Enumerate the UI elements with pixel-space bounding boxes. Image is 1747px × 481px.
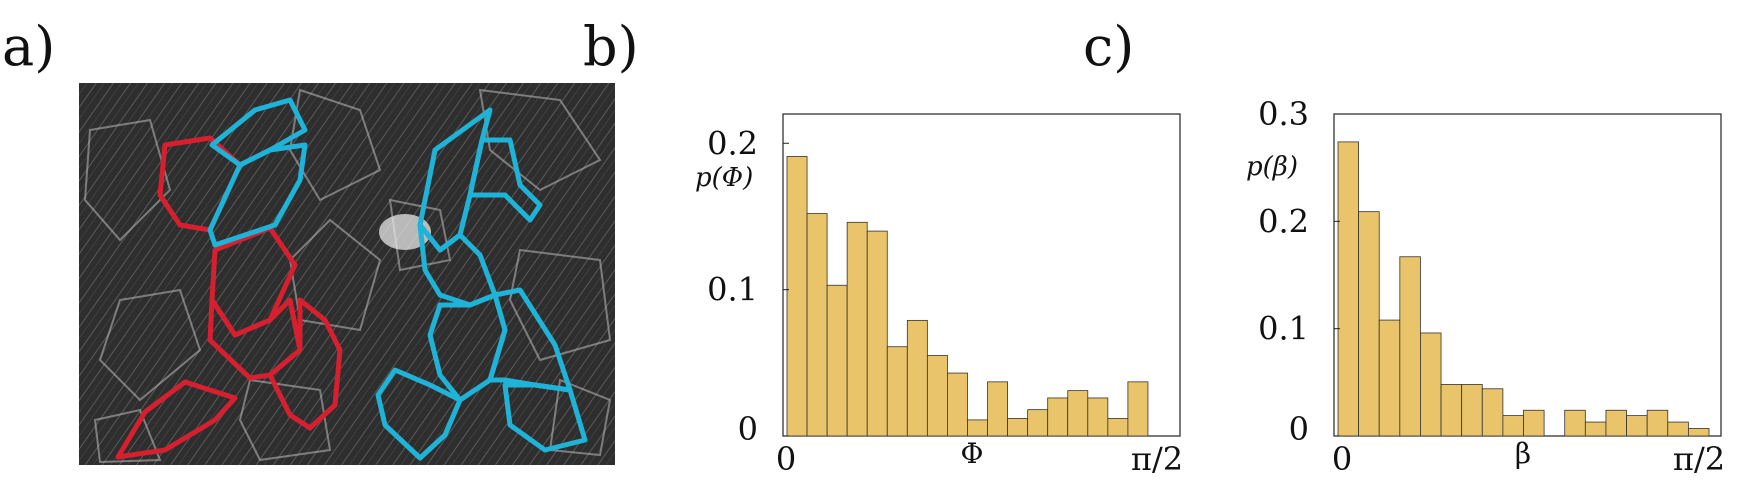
histogram-bar	[906, 319, 928, 437]
histogram-beta: 0 0.1 0.2 0.3 0 π/2 β p(β)	[1246, 95, 1725, 478]
x-tick-label: 0	[776, 440, 796, 478]
histogram-bar	[1420, 332, 1442, 437]
cyan-cell-outline	[375, 367, 463, 461]
cyan-cell-outline	[207, 142, 308, 248]
histogram-bar	[866, 230, 888, 437]
histogram-bar	[1646, 409, 1669, 437]
x-axis-label: Φ	[961, 437, 984, 470]
y-tick-label: 0.2	[707, 124, 758, 162]
histogram-bar	[846, 221, 868, 437]
x-tick-label: 0	[1332, 440, 1352, 478]
y-tick-label: 0.1	[1258, 310, 1309, 348]
histogram-bar	[1378, 319, 1401, 437]
histogram-bar	[886, 346, 908, 437]
histogram-bar	[1564, 409, 1586, 437]
y-tick-label: 0.1	[707, 271, 758, 309]
y-tick-label: 0.2	[1258, 202, 1309, 240]
cyan-cell-outline	[502, 382, 588, 453]
histogram-bar	[1337, 141, 1360, 437]
histogram-bar	[1461, 384, 1483, 437]
y-axis-label: p(β)	[1246, 152, 1298, 182]
y-tick-label: 0	[738, 410, 758, 448]
red-cell-outline	[267, 297, 343, 431]
histogram-bar	[786, 156, 808, 437]
histogram-bar	[1667, 421, 1689, 437]
histogram-bar	[1127, 381, 1149, 437]
y-tick-label: 0	[1289, 410, 1309, 448]
histogram-bar	[1481, 388, 1504, 437]
y-tick-label: 0.3	[1258, 95, 1309, 133]
histogram-bar	[1523, 409, 1545, 437]
histogram-bar	[826, 284, 848, 437]
x-tick-label: π/2	[1673, 440, 1725, 478]
panel-label-b: b)	[583, 15, 639, 78]
histogram-bar	[1605, 409, 1627, 437]
histogram-bar	[1626, 415, 1648, 437]
x-tick-label: π/2	[1131, 440, 1183, 478]
histogram-bar	[987, 381, 1008, 437]
micrograph	[79, 83, 615, 465]
x-axis-label: β	[1515, 437, 1531, 470]
histogram-bar	[1687, 428, 1710, 437]
histogram-bar	[806, 213, 828, 437]
panel-label-a: a)	[2, 15, 56, 78]
red-cell-outline	[115, 379, 238, 460]
histogram-phi: 0 0.1 0.2 0 π/2 Φp(Φ)	[695, 113, 1183, 478]
histogram-bar	[1584, 421, 1607, 437]
histogram-bar	[1027, 409, 1049, 437]
histogram-bar	[1047, 397, 1069, 437]
panel-label-c: c)	[1083, 15, 1135, 78]
histogram-bar	[1502, 415, 1524, 437]
cyan-cell-outline	[467, 137, 543, 223]
cyan-outlines	[207, 97, 588, 461]
histogram-bar	[1107, 418, 1129, 437]
histogram-bar	[926, 355, 948, 437]
histogram-bar	[1358, 211, 1380, 437]
histogram-bar	[967, 419, 988, 437]
histogram-bar	[1440, 384, 1463, 437]
histogram-bar	[1087, 397, 1109, 437]
histogram-bar	[1067, 390, 1089, 437]
micrograph-background	[79, 83, 615, 465]
histogram-bar	[947, 372, 968, 437]
y-axis-label: p(Φ)	[695, 163, 753, 193]
histogram-bar	[1007, 418, 1029, 437]
histogram-bar	[1399, 256, 1421, 437]
